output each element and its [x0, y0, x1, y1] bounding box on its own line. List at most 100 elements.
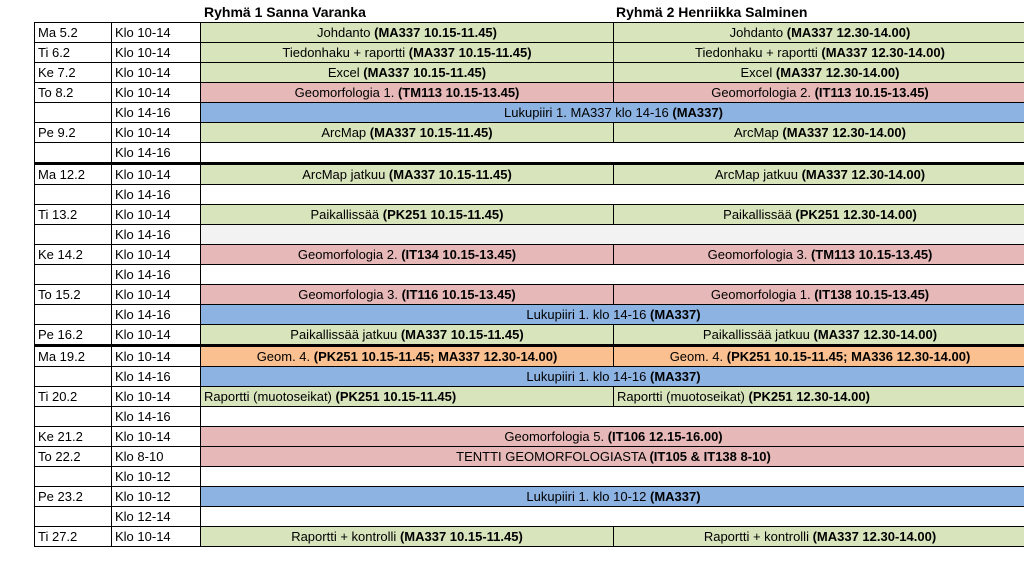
group1-event-cell: Geom. 4. (PK251 10.15-11.45; MA337 12.30…: [200, 344, 614, 367]
shared-event-cell: Lukupiiri 1. klo 14-16 (MA337): [200, 366, 1024, 387]
group2-event-cell: Geom. 4. (PK251 10.15-11.45; MA336 12.30…: [613, 344, 1024, 367]
shared-event-cell: [200, 466, 1024, 487]
event-location-time: (MA337 12.30-14.00): [813, 327, 938, 342]
day-cell: Ti 6.2: [34, 42, 112, 63]
shared-event-cell: [200, 184, 1024, 205]
schedule-row: Klo 14-16 Lukupiiri 1. MA337 klo 14-16 (M…: [34, 102, 1024, 123]
schedule-row: Klo 14-16 Lukupiiri 1. klo 14-16 (MA337): [34, 366, 1024, 387]
event-title: Tiedonhaku + raportti: [282, 45, 409, 60]
schedule-row: Ke 14.2 Klo 10-14 Geomorfologia 2. (IT134 …: [34, 244, 1024, 265]
event-title: Excel: [327, 65, 364, 80]
event-location-time: (MA337 10.15-11.45): [369, 125, 493, 140]
event-title: Geom. 4.: [669, 349, 727, 364]
event-title: Geomorfologia 2.: [711, 85, 815, 100]
time-cell: Klo 10-14: [111, 426, 201, 447]
time-cell: Klo 10-14: [111, 42, 201, 63]
schedule-row: To 8.2 Klo 10-14 Geomorfologia 1. (TM113 1…: [34, 82, 1024, 103]
day-cell: Ke 14.2: [34, 244, 112, 265]
schedule-row: Klo 14-16: [34, 406, 1024, 427]
event-title: Lukupiiri 1. MA337 klo 14-16: [504, 105, 673, 120]
time-cell: Klo 10-14: [111, 82, 201, 103]
schedule-row: Klo 14-16: [34, 142, 1024, 164]
group2-event-cell: Tiedonhaku + raportti (MA337 12.30-14.00…: [613, 42, 1024, 63]
event-location-time: (IT106 12.15-16.00): [607, 429, 723, 444]
time-cell: Klo 10-14: [111, 62, 201, 83]
shared-event-cell: [200, 224, 1024, 245]
event-location-time: (MA337): [650, 307, 701, 322]
schedule-body: Ma 5.2 Klo 10-14 Johdanto (MA337 10.15-11.…: [34, 22, 1024, 547]
event-location-time: (MA337 12.30-14.00): [782, 125, 906, 140]
event-location-time: (TM113 10.15-13.45): [397, 85, 520, 100]
event-location-time: (IT138 10.15-13.45): [814, 287, 930, 302]
day-cell: [34, 366, 112, 387]
event-title: Geomorfologia 1.: [294, 85, 398, 100]
time-cell: Klo 10-14: [111, 284, 201, 305]
day-cell: [34, 102, 112, 123]
group2-event-cell: Raportti (muotoseikat) (PK251 12.30-14.0…: [613, 386, 1024, 407]
event-location-time: (IT116 10.15-13.45): [401, 287, 516, 302]
time-cell: Klo 10-12: [111, 466, 201, 487]
day-cell: Ti 13.2: [34, 204, 112, 225]
event-location-time: (IT134 10.15-13.45): [401, 247, 517, 262]
schedule-row: To 22.2 Klo 8-10 TENTTI GEOMORFOLOGIASTA (…: [34, 446, 1024, 467]
time-cell: Klo 14-16: [111, 102, 201, 123]
day-cell: [34, 184, 112, 205]
time-cell: Klo 10-14: [111, 204, 201, 225]
schedule-row: Ma 5.2 Klo 10-14 Johdanto (MA337 10.15-11.…: [34, 22, 1024, 43]
group2-event-cell: Geomorfologia 2. (IT113 10.15-13.45): [613, 82, 1024, 103]
time-cell: Klo 14-16: [111, 184, 201, 205]
time-cell: Klo 10-14: [111, 526, 201, 547]
group2-event-cell: ArcMap (MA337 12.30-14.00): [613, 122, 1024, 143]
event-location-time: (PK251 12.30-14.00): [748, 389, 870, 404]
time-cell: Klo 14-16: [111, 264, 201, 285]
event-title: Raportti + kontrolli: [703, 529, 813, 544]
event-title: Tiedonhaku + raportti: [695, 45, 822, 60]
event-title: Geomorfologia 3.: [298, 287, 402, 302]
schedule-row: To 15.2 Klo 10-14 Geomorfologia 3. (IT116 …: [34, 284, 1024, 305]
time-cell: Klo 10-14: [111, 122, 201, 143]
group1-event-cell: Tiedonhaku + raportti (MA337 10.15-11.45…: [200, 42, 614, 63]
schedule-row: Ti 20.2 Klo 10-14 Raportti (muotoseikat) (…: [34, 386, 1024, 407]
time-cell: Klo 14-16: [111, 142, 201, 164]
event-title: Paikallissää jatkuu: [702, 327, 814, 342]
event-title: Geomorfologia 1.: [710, 287, 815, 302]
day-cell: Ma 5.2: [34, 22, 112, 43]
schedule-row: Klo 14-16: [34, 224, 1024, 245]
event-location-time: (MA337): [650, 489, 701, 504]
schedule-row: Klo 14-16 Lukupiiri 1. klo 14-16 (MA337): [34, 304, 1024, 325]
event-title: Geom. 4.: [256, 349, 314, 364]
event-location-time: (MA337 12.30-14.00): [775, 65, 900, 80]
day-cell: [34, 466, 112, 487]
group1-event-cell: Paikallissää (PK251 10.15-11.45): [200, 204, 614, 225]
time-cell: Klo 14-16: [111, 366, 201, 387]
group2-event-cell: Paikallissää (PK251 12.30-14.00): [613, 204, 1024, 225]
group1-header: Ryhmä 1 Sanna Varanka: [204, 4, 366, 20]
event-location-time: (IT105 & IT138 8-10): [649, 449, 771, 464]
group1-event-cell: Raportti (muotoseikat) (PK251 10.15-11.4…: [200, 386, 614, 407]
day-cell: Pe 16.2: [34, 324, 112, 346]
schedule-row: Klo 14-16: [34, 264, 1024, 285]
shared-event-cell: [200, 406, 1024, 427]
event-title: Geomorfologia 5.: [504, 429, 608, 444]
time-cell: Klo 10-14: [111, 22, 201, 43]
time-cell: Klo 8-10: [111, 446, 201, 467]
day-cell: Ma 12.2: [34, 162, 112, 185]
event-location-time: (PK251 10.15-11.45; MA336 12.30-14.00): [726, 349, 971, 364]
group1-event-cell: Paikallissää jatkuu (MA337 10.15-11.45): [200, 324, 614, 346]
event-location-time: (MA337 10.15-11.45): [408, 45, 532, 60]
shared-event-cell: [200, 142, 1024, 164]
day-cell: Pe 23.2: [34, 486, 112, 507]
event-title: Geomorfologia 3.: [707, 247, 811, 262]
day-cell: Ke 21.2: [34, 426, 112, 447]
day-cell: To 8.2: [34, 82, 112, 103]
event-title: Raportti (muotoseikat): [617, 389, 749, 404]
group1-event-cell: Raportti + kontrolli (MA337 10.15-11.45): [200, 526, 614, 547]
event-location-time: (IT113 10.15-13.45): [814, 85, 929, 100]
day-cell: [34, 506, 112, 527]
shared-event-cell: Lukupiiri 1. MA337 klo 14-16 (MA337): [200, 102, 1024, 123]
time-cell: Klo 10-12: [111, 486, 201, 507]
event-location-time: (MA337 10.15-11.45): [388, 167, 512, 182]
event-location-time: (MA337): [650, 369, 701, 384]
event-title: TENTTI GEOMORFOLOGIASTA: [456, 449, 650, 464]
time-cell: Klo 12-14: [111, 506, 201, 527]
